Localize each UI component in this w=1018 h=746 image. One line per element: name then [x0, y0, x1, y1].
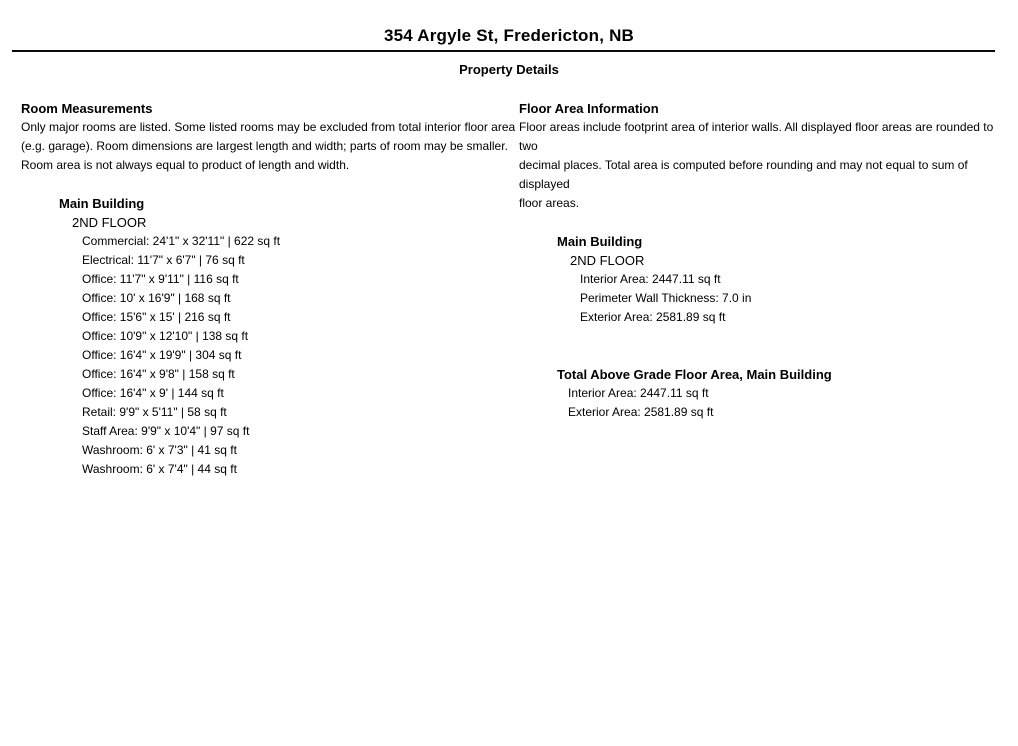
floor-area-item: Interior Area: 2447.11 sq ft	[580, 272, 721, 286]
header-divider	[12, 50, 995, 52]
room-measurement-item: Office: 11'7" x 9'11" | 116 sq ft	[82, 272, 239, 286]
description-line: (e.g. garage). Room dimensions are large…	[21, 139, 508, 153]
room-measurement-item: Office: 15'6" x 15' | 216 sq ft	[82, 310, 231, 324]
total-floor-area-details-list: Interior Area: 2447.11 sq ft Exterior Are…	[519, 384, 997, 422]
total-floor-area-heading: Total Above Grade Floor Area, Main Build…	[557, 367, 832, 382]
room-measurement-item: Commercial: 24'1" x 32'11" | 622 sq ft	[82, 234, 281, 248]
floor-area-item: Exterior Area: 2581.89 sq ft	[580, 310, 726, 324]
total-floor-area-item: Interior Area: 2447.11 sq ft	[568, 386, 709, 400]
content-columns: Room Measurements Only major rooms are l…	[0, 99, 1018, 479]
room-measurement-item: Office: 16'4" x 9' | 144 sq ft	[82, 386, 224, 400]
floor-area-heading: Floor Area Information	[519, 101, 659, 116]
floor-label: 2ND FLOOR	[72, 215, 147, 230]
rooms-list: Commercial: 24'1" x 32'11" | 622 sq ft El…	[21, 232, 519, 479]
total-floor-area-item: Exterior Area: 2581.89 sq ft	[568, 405, 714, 419]
property-details-page: 354 Argyle St, Fredericton, NB Property …	[0, 26, 1018, 479]
room-measurement-item: Electrical: 11'7" x 6'7" | 76 sq ft	[82, 253, 245, 267]
room-measurements-description: Only major rooms are listed. Some listed…	[21, 118, 519, 175]
room-measurement-item: Office: 16'4" x 19'9" | 304 sq ft	[82, 348, 242, 362]
page-subtitle: Property Details	[459, 62, 559, 77]
page-title: 354 Argyle St, Fredericton, NB	[383, 26, 635, 45]
room-measurement-item: Office: 16'4" x 9'8" | 158 sq ft	[82, 367, 235, 381]
room-measurements-heading: Room Measurements	[21, 101, 153, 116]
room-measurement-item: Retail: 9'9" x 5'11" | 58 sq ft	[82, 405, 227, 419]
room-measurement-item: Washroom: 6' x 7'4" | 44 sq ft	[82, 462, 237, 476]
floor-label: 2ND FLOOR	[570, 253, 645, 268]
room-measurement-item: Washroom: 6' x 7'3" | 41 sq ft	[82, 443, 237, 457]
room-measurement-item: Staff Area: 9'9" x 10'4" | 97 sq ft	[82, 424, 250, 438]
room-measurements-section: Room Measurements Only major rooms are l…	[21, 99, 519, 479]
description-line: Only major rooms are listed. Some listed…	[21, 120, 516, 134]
description-line: Floor areas include footprint area of in…	[519, 120, 994, 153]
building-name: Main Building	[557, 234, 643, 249]
description-line: decimal places. Total area is computed b…	[519, 158, 968, 191]
building-name: Main Building	[59, 196, 145, 211]
description-line: floor areas.	[519, 196, 580, 210]
floor-area-building: Main Building 2ND FLOOR Interior Area: 2…	[519, 232, 997, 327]
room-measurement-item: Office: 10'9" x 12'10" | 138 sq ft	[82, 329, 249, 343]
floor-area-section: Floor Area Information Floor areas inclu…	[519, 99, 997, 479]
description-line: Room area is not always equal to product…	[21, 158, 350, 172]
floor-area-item: Perimeter Wall Thickness: 7.0 in	[580, 291, 752, 305]
floor-area-details-list: Interior Area: 2447.11 sq ft Perimeter Wa…	[519, 270, 997, 327]
room-measurements-building: Main Building 2ND FLOOR Commercial: 24'1…	[21, 194, 519, 479]
room-measurement-item: Office: 10' x 16'9" | 168 sq ft	[82, 291, 231, 305]
floor-area-description: Floor areas include footprint area of in…	[519, 118, 997, 213]
total-floor-area-block: Total Above Grade Floor Area, Main Build…	[519, 365, 997, 422]
